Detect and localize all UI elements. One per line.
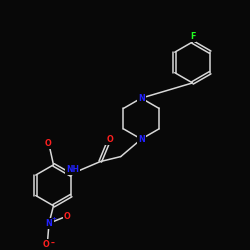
Text: O: O [64,212,71,221]
Text: O: O [43,240,50,249]
Text: +: + [51,216,56,221]
Text: N: N [46,219,52,228]
Text: –: – [51,239,55,248]
Text: NH: NH [66,164,79,173]
Text: O: O [106,135,113,144]
Text: N: N [138,94,144,103]
Text: F: F [190,32,195,41]
Text: N: N [138,134,144,143]
Text: O: O [45,139,52,148]
